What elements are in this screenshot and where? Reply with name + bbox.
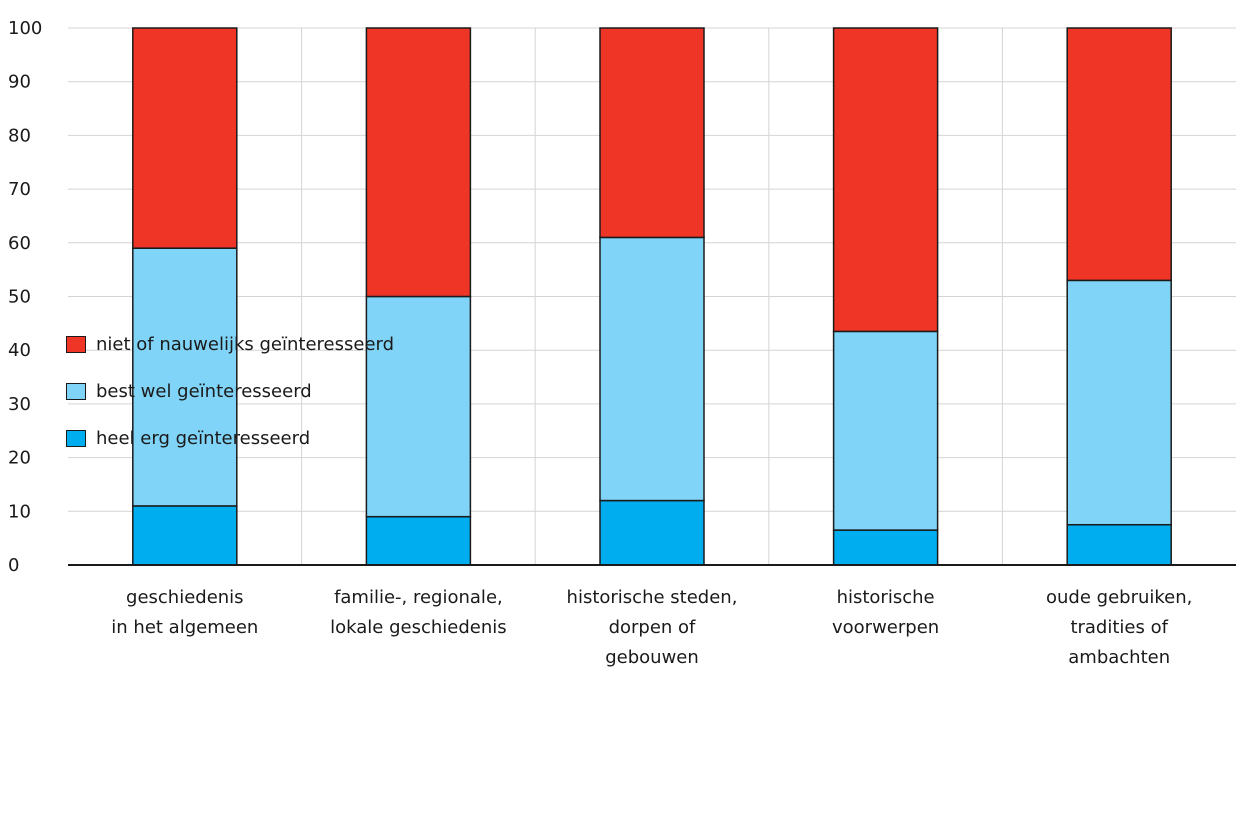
bar-segment-not-interested	[1066, 27, 1172, 282]
bar-segment-fairly-interested	[132, 247, 238, 507]
x-tick-label: historische voorwerpen	[832, 587, 939, 638]
y-tick-label: 20	[8, 448, 31, 469]
y-tick-label: 100	[8, 18, 42, 39]
bar-segment-very-interested	[1066, 523, 1172, 566]
y-tick-label: 80	[8, 125, 31, 146]
bar-segment-not-interested	[365, 27, 472, 298]
y-tick-label: 40	[8, 340, 31, 361]
x-tick-label: historische steden, dorpen of gebouwen	[567, 587, 738, 668]
legend-swatch-not-interested	[66, 336, 86, 353]
bar-segment-not-interested	[132, 27, 238, 249]
y-tick-label: 10	[8, 501, 31, 522]
bar-segment-very-interested	[365, 515, 472, 566]
y-tick-label: 50	[8, 287, 31, 308]
y-tick-label: 90	[8, 72, 31, 93]
legend-label-fairly-interested: best wel geïnteresseerd	[96, 381, 312, 402]
bar-segment-very-interested	[599, 499, 705, 566]
x-tick-label: geschiedenis in het algemeen	[111, 587, 258, 638]
x-axis-ticks: geschiedenis in het algemeen familie-, reg…	[111, 587, 1192, 668]
bar-segment-fairly-interested	[599, 236, 705, 502]
y-tick-label: 70	[8, 179, 31, 200]
bars	[132, 27, 1172, 566]
bar-segment-very-interested	[832, 529, 939, 566]
legend-label-not-interested: niet of nauwelijks geïnteresseerd	[96, 334, 395, 355]
bar-segment-fairly-interested	[365, 295, 472, 518]
legend-swatch-fairly-interested	[66, 383, 86, 400]
x-tick-label: oude gebruiken, tradities of ambachten	[1046, 587, 1192, 668]
bar-segment-fairly-interested	[1066, 279, 1172, 526]
legend-swatch-very-interested	[66, 430, 86, 447]
bar-segment-not-interested	[832, 27, 939, 333]
y-axis-ticks: 0 10 20 30 40 50 60 70 80 90 100	[8, 18, 42, 576]
y-tick-label: 60	[8, 233, 31, 254]
bar-segment-not-interested	[599, 27, 705, 239]
x-tick-label: familie-, regionale, lokale geschiedenis	[330, 587, 507, 638]
bar-segment-fairly-interested	[832, 330, 939, 531]
legend-label-very-interested: heel erg geïnteresseerd	[96, 428, 311, 449]
y-tick-label: 0	[8, 555, 19, 576]
y-tick-label: 30	[8, 394, 31, 415]
bar-segment-very-interested	[132, 505, 238, 566]
